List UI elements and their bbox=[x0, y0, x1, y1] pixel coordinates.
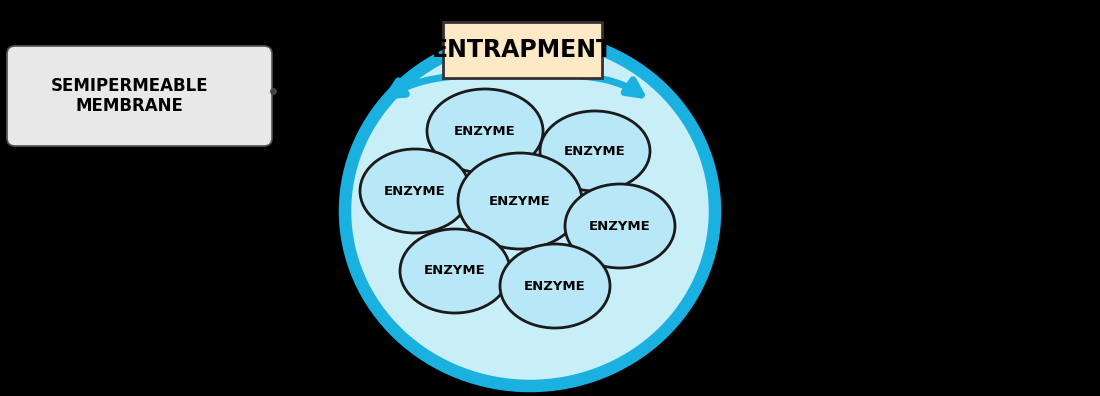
Ellipse shape bbox=[540, 111, 650, 191]
FancyBboxPatch shape bbox=[7, 46, 272, 146]
FancyBboxPatch shape bbox=[443, 22, 602, 78]
Text: ENZYME: ENZYME bbox=[490, 194, 551, 208]
Ellipse shape bbox=[458, 153, 582, 249]
Text: ENTRAPMENT: ENTRAPMENT bbox=[432, 38, 613, 62]
Ellipse shape bbox=[345, 36, 715, 386]
Ellipse shape bbox=[500, 244, 610, 328]
Text: ENZYME: ENZYME bbox=[384, 185, 446, 198]
Ellipse shape bbox=[400, 229, 510, 313]
Text: SEMIPERMEABLE
MEMBRANE: SEMIPERMEABLE MEMBRANE bbox=[51, 76, 208, 115]
Text: ENZYME: ENZYME bbox=[564, 145, 626, 158]
Text: ENZYME: ENZYME bbox=[524, 280, 586, 293]
Ellipse shape bbox=[565, 184, 675, 268]
Ellipse shape bbox=[427, 89, 543, 173]
Text: ENZYME: ENZYME bbox=[590, 219, 651, 232]
Text: ENZYME: ENZYME bbox=[425, 265, 486, 278]
Ellipse shape bbox=[360, 149, 470, 233]
Text: ENZYME: ENZYME bbox=[454, 124, 516, 137]
